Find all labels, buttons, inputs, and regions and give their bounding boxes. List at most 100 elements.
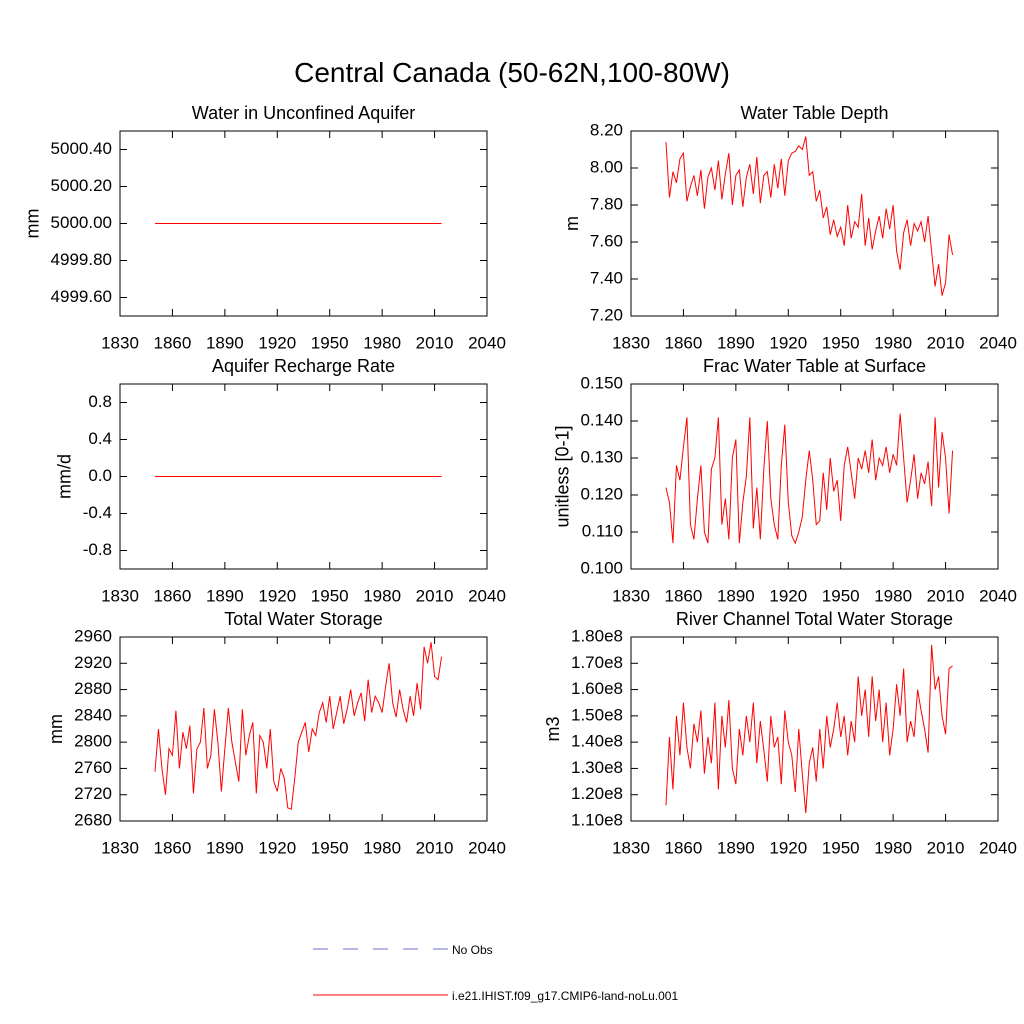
- y-tick-label: 7.60: [590, 231, 623, 250]
- y-tick-label: 0.4: [88, 429, 112, 448]
- y-tick-label: 4999.80: [51, 250, 112, 269]
- x-tick-label: 2010: [416, 333, 454, 352]
- x-tick-label: 1890: [206, 838, 244, 857]
- x-tick-label: 1860: [665, 333, 703, 352]
- x-tick-label: 2040: [468, 333, 506, 352]
- x-tick-label: 1890: [717, 586, 755, 605]
- x-tick-label: 1980: [363, 586, 401, 605]
- x-tick-label: 1830: [612, 333, 650, 352]
- x-tick-label: 2010: [416, 586, 454, 605]
- y-tick-label: 5000.40: [51, 139, 112, 158]
- data-line: [665, 136, 954, 296]
- panel-title: River Channel Total Water Storage: [676, 609, 953, 629]
- y-tick-label: 2800: [74, 732, 112, 751]
- x-tick-label: 1920: [769, 586, 807, 605]
- x-tick-label: 2010: [927, 333, 965, 352]
- y-axis-label: mm/d: [55, 454, 75, 499]
- y-tick-label: 1.70e8: [571, 653, 623, 672]
- x-tick-label: 1860: [154, 586, 192, 605]
- y-tick-label: 1.50e8: [571, 705, 623, 724]
- x-tick-label: 1950: [311, 838, 349, 857]
- x-tick-label: 1950: [822, 586, 860, 605]
- x-tick-label: 1830: [101, 586, 139, 605]
- y-tick-label: 8.20: [590, 120, 623, 139]
- y-tick-label: -0.8: [83, 540, 112, 559]
- x-tick-label: 1980: [874, 838, 912, 857]
- legend-label: i.e21.IHIST.f09_g17.CMIP6-land-noLu.001: [452, 989, 678, 1003]
- panel: Frac Water Table at Surface 1830 1860 1890 1…: [552, 356, 1016, 605]
- x-tick-label: 1920: [258, 586, 296, 605]
- x-tick-label: 1890: [206, 333, 244, 352]
- y-tick-label: 0.100: [580, 558, 623, 577]
- panel-title: Frac Water Table at Surface: [703, 356, 926, 376]
- x-tick-label: 1980: [363, 838, 401, 857]
- x-tick-label: 1980: [363, 333, 401, 352]
- x-tick-label: 1980: [874, 333, 912, 352]
- y-tick-label: 5000.20: [51, 176, 112, 195]
- x-tick-label: 1980: [874, 586, 912, 605]
- y-tick-label: 2760: [74, 758, 112, 777]
- y-tick-label: -0.4: [83, 503, 112, 522]
- y-tick-label: 1.10e8: [571, 810, 623, 829]
- x-tick-label: 1890: [206, 586, 244, 605]
- y-tick-label: 7.80: [590, 194, 623, 213]
- x-tick-label: 1830: [101, 838, 139, 857]
- data-line: [154, 642, 443, 810]
- y-tick-label: 0.0: [88, 466, 112, 485]
- y-tick-label: 2840: [74, 705, 112, 724]
- y-tick-label: 2880: [74, 679, 112, 698]
- y-tick-label: 7.20: [590, 305, 623, 324]
- x-tick-label: 1950: [822, 333, 860, 352]
- y-tick-label: 1.30e8: [571, 758, 623, 777]
- x-tick-label: 2010: [927, 586, 965, 605]
- y-axis-label: m: [562, 216, 582, 231]
- y-tick-label: 1.60e8: [571, 679, 623, 698]
- panel: Water in Unconfined Aquifer 1830 1860 1890 1…: [23, 103, 506, 352]
- x-tick-label: 2040: [979, 333, 1017, 352]
- x-tick-label: 1830: [101, 333, 139, 352]
- x-tick-label: 1920: [258, 333, 296, 352]
- data-line: [665, 644, 953, 814]
- y-tick-label: 0.140: [580, 410, 623, 429]
- y-tick-label: 4999.60: [51, 287, 112, 306]
- y-tick-label: 5000.00: [51, 213, 112, 232]
- x-tick-label: 1950: [822, 838, 860, 857]
- figure-title: Central Canada (50-62N,100-80W): [294, 57, 730, 88]
- x-tick-label: 1860: [665, 586, 703, 605]
- panel: Aquifer Recharge Rate 1830 1860 1890 1920 195…: [55, 356, 506, 605]
- y-tick-label: 1.20e8: [571, 784, 623, 803]
- x-tick-label: 1950: [311, 586, 349, 605]
- x-tick-label: 1920: [258, 838, 296, 857]
- x-tick-label: 2010: [416, 838, 454, 857]
- x-tick-label: 1890: [717, 838, 755, 857]
- x-tick-label: 1890: [717, 333, 755, 352]
- y-tick-label: 1.40e8: [571, 732, 623, 751]
- x-tick-label: 1860: [154, 333, 192, 352]
- x-tick-label: 2010: [927, 838, 965, 857]
- x-tick-label: 2040: [468, 838, 506, 857]
- legend-label: No Obs: [452, 943, 493, 957]
- y-tick-label: 2920: [74, 653, 112, 672]
- panel-title: Water Table Depth: [740, 103, 888, 123]
- plot-frame: [630, 636, 999, 822]
- y-tick-label: 8.00: [590, 157, 623, 176]
- y-tick-label: 2720: [74, 784, 112, 803]
- x-tick-label: 1830: [612, 586, 650, 605]
- y-axis-label: m3: [543, 716, 563, 741]
- y-axis-label: mm: [23, 209, 43, 239]
- y-tick-label: 1.80e8: [571, 626, 623, 645]
- y-tick-label: 0.120: [580, 484, 623, 503]
- y-tick-label: 0.110: [582, 521, 623, 540]
- x-tick-label: 2040: [468, 586, 506, 605]
- data-line: [665, 413, 954, 545]
- panel-title: Aquifer Recharge Rate: [212, 356, 395, 376]
- panel: River Channel Total Water Storage 1830 186…: [543, 609, 1017, 857]
- plot-frame: [119, 636, 488, 822]
- panel-title: Total Water Storage: [224, 609, 382, 629]
- y-tick-label: 2680: [74, 810, 112, 829]
- y-tick-label: 0.8: [88, 392, 112, 411]
- x-tick-label: 1920: [769, 838, 807, 857]
- y-tick-label: 7.40: [590, 268, 623, 287]
- x-tick-label: 1920: [769, 333, 807, 352]
